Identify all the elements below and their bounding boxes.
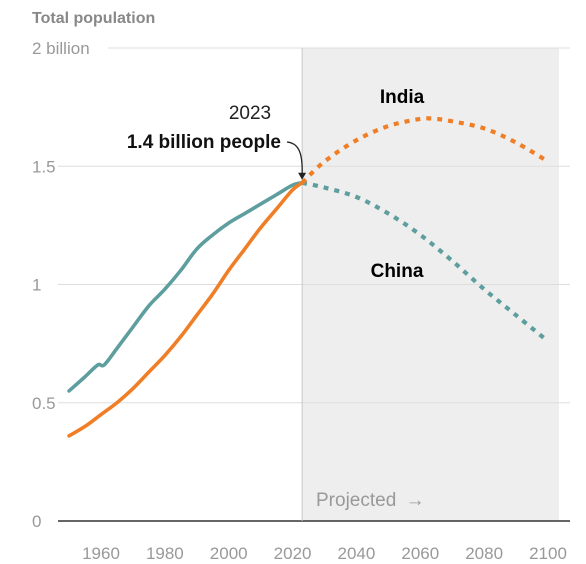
- annotation-year: 2023: [229, 103, 271, 124]
- x-tick-label: 2080: [465, 544, 503, 563]
- x-tick-label: 2060: [401, 544, 439, 563]
- x-tick-label: 1960: [82, 544, 120, 563]
- y-tick-label: 0: [32, 512, 41, 531]
- x-axis-ticks: 1960 1980 2000 2020 2040 2060 2080 2100: [82, 544, 567, 563]
- x-tick-label: 1980: [146, 544, 184, 563]
- projected-arrow: →: [406, 490, 425, 511]
- y-tick-label: 0.5: [32, 394, 56, 413]
- x-tick-label: 2000: [210, 544, 248, 563]
- series-line-china-historical: [67, 181, 304, 393]
- y-tick-label: 2 billion: [32, 39, 90, 58]
- chart-title: Total population: [32, 10, 155, 27]
- projected-label-text: Projected: [316, 490, 396, 511]
- annotation-arrowhead: [298, 172, 307, 180]
- projected-label: Projected →: [316, 490, 425, 511]
- x-tick-label: 2040: [338, 544, 376, 563]
- y-tick-label: 1: [32, 276, 41, 295]
- x-tick-label: 2100: [529, 544, 567, 563]
- x-tick-label: 2020: [274, 544, 312, 563]
- series-line-india-projected: [300, 116, 550, 185]
- series-lines: [67, 116, 550, 438]
- series-label-china: China: [371, 261, 424, 282]
- y-tick-label: 1.5: [32, 157, 56, 176]
- series-label-india: India: [380, 87, 425, 108]
- series-line-china-projected: [301, 180, 550, 343]
- annotation-value: 1.4 billion people: [127, 132, 281, 153]
- series-line-india-historical: [67, 181, 304, 438]
- y-axis-ticks: 0 0.5 1 1.5 2 billion: [32, 39, 90, 531]
- annotation-arrow: [286, 141, 303, 175]
- gridlines: [58, 47, 570, 404]
